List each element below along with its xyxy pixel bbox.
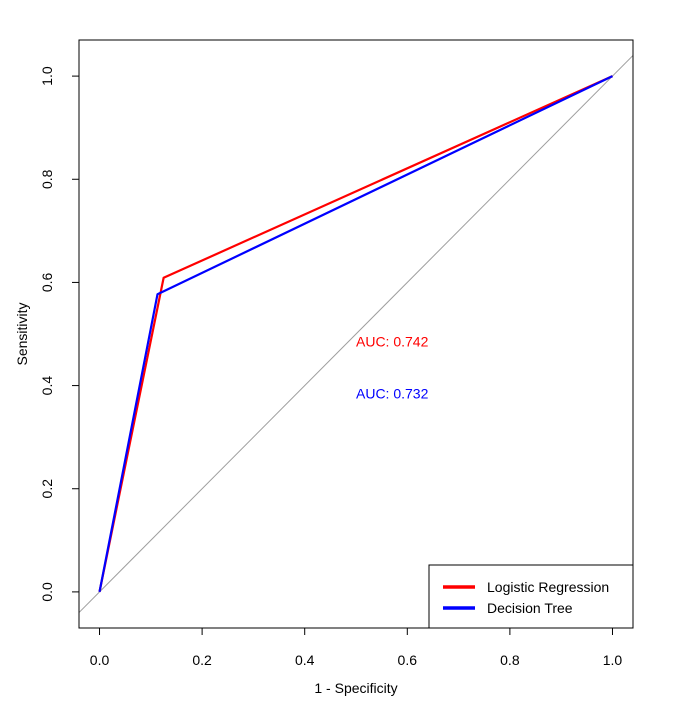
auc-annotation-0: AUC: 0.742 bbox=[356, 334, 429, 350]
y-tick-label-1: 0.2 bbox=[39, 479, 55, 499]
x-tick-label-1: 0.2 bbox=[192, 652, 212, 668]
legend-box bbox=[428, 564, 634, 629]
y-tick-label-2: 0.4 bbox=[39, 376, 55, 396]
plot-frame bbox=[78, 39, 634, 629]
y-axis-title: Sensitivity bbox=[14, 302, 30, 365]
y-tick-label-3: 0.6 bbox=[39, 272, 55, 292]
x-tick-label-5: 1.0 bbox=[603, 652, 623, 668]
y-tick-label-0: 0.0 bbox=[39, 582, 55, 602]
x-tick-label-3: 0.6 bbox=[398, 652, 418, 668]
legend: Logistic Regression Decision Tree bbox=[428, 564, 634, 629]
x-tick-label-0: 0.0 bbox=[90, 652, 110, 668]
reference-diagonal-line bbox=[79, 55, 633, 613]
y-tick-label-5: 1.0 bbox=[39, 66, 55, 86]
x-tick-label-2: 0.4 bbox=[295, 652, 315, 668]
legend-label-logistic-regression: Logistic Regression bbox=[487, 579, 609, 595]
y-tick-label-4: 0.8 bbox=[39, 169, 55, 189]
x-axis-title: 1 - Specificity bbox=[314, 680, 397, 696]
x-tick-label-4: 0.8 bbox=[500, 652, 520, 668]
series-line-decision-tree bbox=[98, 75, 613, 593]
auc-annotation-1: AUC: 0.732 bbox=[356, 385, 429, 401]
legend-label-decision-tree: Decision Tree bbox=[487, 600, 573, 616]
